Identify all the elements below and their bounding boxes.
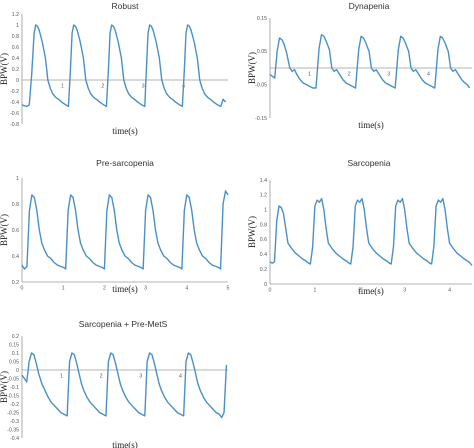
chart-title: Robust xyxy=(112,1,140,11)
y-tick-label: 0.2 xyxy=(12,334,19,340)
y-tick-label: 0.6 xyxy=(12,228,19,234)
x-tick-label: 1 xyxy=(60,374,63,380)
x-tick-label: 3 xyxy=(144,286,147,292)
y-tick-label: 0.2 xyxy=(12,280,19,286)
x-tick-label: 1 xyxy=(313,288,316,294)
y-axis-label: BPW(V) xyxy=(0,371,9,403)
x-tick-label: 3 xyxy=(403,288,406,294)
y-axis-label: BPW(V) xyxy=(0,53,9,85)
series-line xyxy=(269,33,471,89)
x-axis-label: time(s) xyxy=(358,286,384,296)
y-tick-label: 0.15 xyxy=(257,16,267,22)
y-tick-label: 0.4 xyxy=(260,252,267,258)
x-tick-label: 3 xyxy=(387,72,390,78)
chart-title: Sarcopenia + Pre-MetS xyxy=(79,319,168,329)
y-tick-label: -0.25 xyxy=(7,410,19,416)
x-tick-label: 1 xyxy=(308,72,311,78)
y-tick-label: -0.3 xyxy=(10,419,19,425)
y-tick-label: 0.15 xyxy=(9,342,19,348)
x-tick-label: 3 xyxy=(142,84,145,90)
y-tick-label: 0.6 xyxy=(12,45,19,51)
y-tick-label: 0.8 xyxy=(12,202,19,208)
y-tick-label: 1.2 xyxy=(260,193,267,199)
y-tick-label: -0.15 xyxy=(255,116,267,122)
x-axis-label: time(s) xyxy=(358,120,384,130)
x-tick-label: 0 xyxy=(21,286,24,292)
chart-panel-3: Pre-sarcopenia 0.2 0.4 0.6 0.8 1 0 1 2 3 4 5 time(s)… xyxy=(0,158,230,294)
chart-panel-4: Sarcopenia 0 0.2 0.4 0.6 0.8 1 1.2 1.4 0 1 2 3 4 time(… xyxy=(247,158,473,296)
x-tick-label: 3 xyxy=(139,374,142,380)
x-tick-label: 4 xyxy=(427,72,430,78)
y-tick-label: 0.2 xyxy=(12,67,19,73)
x-tick-label: 2 xyxy=(103,286,106,292)
y-tick-label: -0.8 xyxy=(10,122,19,128)
chart-title: Dynapenia xyxy=(349,1,390,11)
y-tick-label: -0.2 xyxy=(10,402,19,408)
y-tick-label: 0.4 xyxy=(12,254,19,260)
y-axis-label: BPW(V) xyxy=(247,52,257,84)
y-tick-label: 0.4 xyxy=(12,56,19,62)
x-tick-label: 4 xyxy=(185,286,188,292)
chart-title: Sarcopenia xyxy=(347,158,390,168)
series-line xyxy=(21,190,229,270)
chart-panel-5: Sarcopenia + Pre-MetS -0.4 -0.35 -0.3 -0.25 -… xyxy=(0,319,228,448)
y-tick-label: -0.2 xyxy=(10,89,19,95)
y-tick-label: 0.8 xyxy=(12,34,19,40)
y-tick-label: 0.1 xyxy=(12,351,19,357)
y-tick-label: 1 xyxy=(264,208,267,214)
y-tick-label: -0.4 xyxy=(10,436,19,442)
y-axis-label: BPW(V) xyxy=(0,214,9,246)
x-tick-label: 5 xyxy=(227,286,230,292)
x-tick-label: 2 xyxy=(358,288,361,294)
y-tick-label: 1 xyxy=(16,23,19,29)
y-tick-label: -0.1 xyxy=(10,385,19,391)
y-tick-label: -0.6 xyxy=(10,111,19,117)
y-tick-label: 0.2 xyxy=(260,267,267,273)
x-axis-label: time(s) xyxy=(112,126,138,136)
x-tick-label: 2 xyxy=(348,72,351,78)
y-tick-label: -0.15 xyxy=(7,393,19,399)
x-axis-label: time(s) xyxy=(112,440,138,448)
y-tick-label: -0.05 xyxy=(7,376,19,382)
x-tick-label: 2 xyxy=(100,374,103,380)
series-line xyxy=(269,197,473,266)
y-tick-label: 0.8 xyxy=(260,222,267,228)
chart-title: Pre-sarcopenia xyxy=(96,158,154,168)
chart-panel-1: Robust -0.8 -0.6 -0.4 -0.2 0 0.2 0.4 0.6 0.8 1 1.2 1… xyxy=(0,1,228,136)
y-tick-label: 0 xyxy=(16,78,19,84)
x-tick-label: 0 xyxy=(269,288,272,294)
y-tick-label: 1.2 xyxy=(12,12,19,18)
y-tick-label: -0.05 xyxy=(255,82,267,88)
y-tick-label: 1.4 xyxy=(260,178,267,184)
y-tick-label: 0.6 xyxy=(260,237,267,243)
x-tick-label: 1 xyxy=(62,286,65,292)
chart-panel-2: Dynapenia -0.15 -0.05 0.05 0.15 1 2 3 4 time(s) BP… xyxy=(247,1,472,130)
series-line xyxy=(21,24,227,108)
x-tick-label: 1 xyxy=(61,84,64,90)
y-tick-label: 0.05 xyxy=(257,49,267,55)
x-tick-label: 4 xyxy=(448,288,451,294)
y-tick-label: -0.4 xyxy=(10,100,19,106)
y-axis-label: BPW(V) xyxy=(247,216,257,248)
x-tick-label: 4 xyxy=(179,374,182,380)
y-tick-label: -0.35 xyxy=(7,427,19,433)
series-line xyxy=(21,352,228,419)
y-tick-label: 0.05 xyxy=(9,359,19,365)
y-tick-label: 0 xyxy=(264,282,267,288)
x-tick-label: 2 xyxy=(101,84,104,90)
x-axis-label: time(s) xyxy=(112,284,138,294)
y-tick-label: 1 xyxy=(16,176,19,182)
y-tick-label: 0 xyxy=(16,368,19,374)
